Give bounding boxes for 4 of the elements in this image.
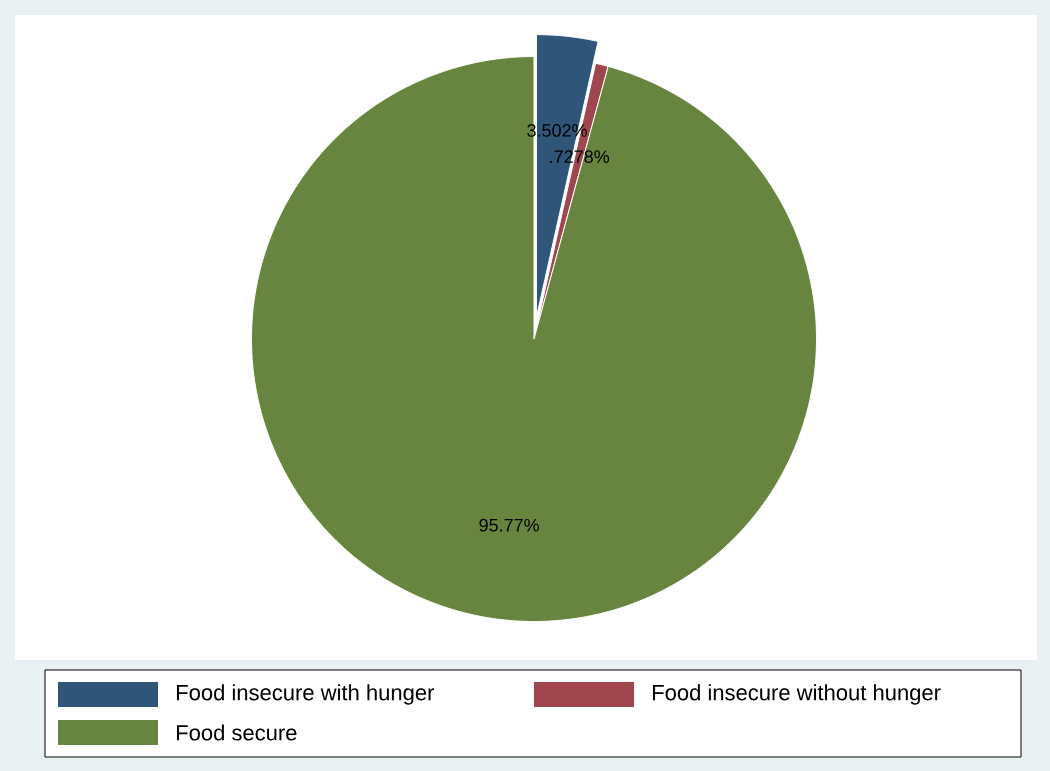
legend-label: Food insecure with hunger [177, 684, 435, 705]
data-label: 95.77% [479, 518, 539, 532]
legend-label: Food secure [177, 724, 297, 741]
legend-label: Food insecure without hunger [653, 684, 941, 705]
